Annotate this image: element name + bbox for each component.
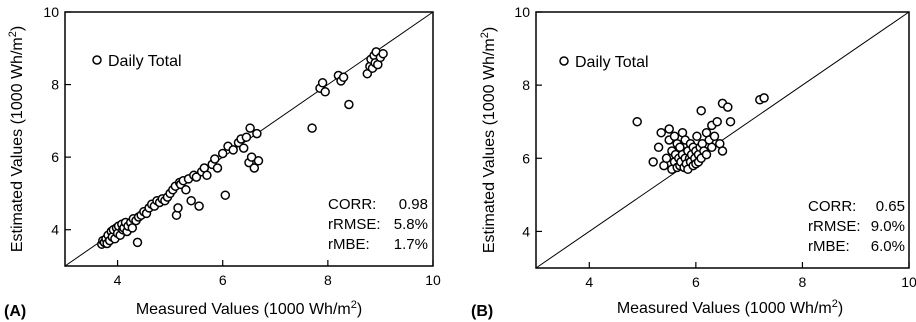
panel-b-data-point-54: [725, 116, 736, 127]
panel-b-x-tick-label-1: 6: [692, 274, 700, 290]
panel-a-stat-label-corr: CORR:: [328, 196, 376, 213]
panel-a-x-tick-label-3: 10: [425, 272, 441, 288]
panel-a-stat-value-corr: 0.98: [399, 196, 428, 213]
panel-b-data-point-36: [692, 131, 702, 142]
panel-b-data-point-0: [632, 116, 642, 127]
panel-a-x-tick-label-1: 6: [219, 272, 227, 288]
panel-a-points: [97, 47, 388, 249]
panel-b-data-point-57: [759, 93, 769, 103]
panel-a-data-point-72: [307, 123, 317, 133]
panel-a-data-point-54: [202, 170, 212, 181]
panel-b-data-point-49: [709, 131, 720, 142]
panel-a-data-point-65: [241, 132, 252, 142]
panel-a-y-tick-label-2: 8: [51, 77, 59, 93]
panel-b-x-tick-label-3: 10: [901, 274, 916, 290]
panel-a-data-point-70: [252, 128, 262, 139]
panel-b-data-point-2: [653, 142, 664, 153]
panel-b-data-point-5: [661, 153, 672, 164]
panel-b: 4 6 8 10 4 6 8 10 Daily Total CORR: 0.65 rRMSE:…: [471, 4, 916, 320]
panel-a-y-tick-label-0: 4: [51, 222, 59, 238]
panel-a-y-tick-label-1: 6: [51, 149, 59, 165]
panel-a-data-point-56: [210, 154, 220, 164]
panel-b-stat-value-rrmse: 9.0%: [871, 218, 905, 235]
panel-a-data-point-78: [338, 72, 349, 83]
panel-a-data-point-59: [220, 190, 231, 200]
panel-b-stat-label-rrmse: rRMSE:: [808, 218, 861, 235]
panel-b-legend-marker: [559, 56, 569, 66]
panel-a-stat-label-rmbe: rMBE:: [328, 236, 370, 253]
panel-b-x-axis-label: Measured Values (1000 Wh/m2): [617, 298, 843, 317]
panel-b-x-tick-label-0: 4: [585, 274, 593, 290]
panel-a-data-point-22: [127, 223, 138, 233]
panel-a-x-axis-label: Measured Values (1000 Wh/m2): [136, 299, 362, 318]
panel-b-y-tick-label-2: 8: [522, 77, 530, 93]
panel-b-data-point-3: [656, 127, 666, 138]
panel-a-x-tick-label-2: 8: [324, 272, 332, 288]
panel-a-stat-value-rrmse: 5.8%: [394, 216, 428, 233]
panel-b-y-tick-label-0: 4: [522, 223, 530, 239]
panel-a-data-point-67: [245, 123, 255, 133]
panel-b-stat-label-corr: CORR:: [808, 198, 856, 215]
panel-b-stat-value-corr: 0.65: [876, 198, 905, 215]
panel-a-data-point-61: [228, 145, 238, 155]
panel-a-data-point-42: [173, 203, 183, 213]
panel-b-plot-frame: [535, 11, 910, 269]
panel-a-data-point-57: [212, 163, 223, 173]
panel-a-data-point-69: [249, 163, 260, 173]
panel-b-legend-label: Daily Total: [575, 54, 649, 71]
panel-a: 4 6 8 10 4 6 8 10 Daily Total CORR: 0.98 rRMSE:…: [4, 4, 441, 320]
panel-b-label: (B): [471, 303, 493, 320]
panel-a-data-point-51: [194, 201, 204, 211]
panel-b-points: [632, 93, 769, 175]
panel-b-data-point-1: [648, 157, 658, 167]
panel-a-x-tick-label-0: 4: [114, 272, 122, 288]
panel-a-data-point-75: [320, 87, 330, 97]
panel-a-data-point-89: [378, 48, 388, 59]
panel-b-data-point-47: [707, 142, 717, 153]
panel-b-data-point-45: [701, 149, 712, 160]
panel-a-data-point-48: [186, 195, 196, 206]
panel-b-stat-label-rmbe: rMBE:: [808, 238, 850, 255]
panel-a-legend-label: Daily Total: [108, 53, 182, 70]
panel-b-y-axis-label: Estimated Values (1000 Wh/m2): [479, 27, 498, 253]
panel-a-data-point-46: [181, 185, 191, 195]
panel-b-x-tick-label-2: 8: [799, 274, 807, 290]
panel-b-data-point-50: [712, 116, 722, 127]
panel-a-y-tick-label-3: 10: [43, 4, 59, 20]
panel-a-y-axis-label: Estimated Values (1000 Wh/m2): [7, 26, 26, 252]
panel-b-stat-value-rmbe: 6.0%: [871, 238, 905, 255]
panel-b-data-point-41: [696, 105, 706, 116]
panel-a-data-point-79: [344, 99, 354, 110]
panel-a-data-point-74: [317, 78, 328, 88]
panel-a-stat-value-rmbe: 1.7%: [394, 236, 428, 253]
panel-a-plot-frame: [64, 11, 434, 267]
panel-a-stat-label-rrmse: rRMSE:: [328, 216, 381, 233]
panel-b-y-tick-label-3: 10: [514, 4, 530, 20]
panel-a-data-point-64: [238, 143, 249, 153]
panel-b-data-point-55: [717, 146, 728, 156]
panel-a-legend-marker: [92, 55, 102, 65]
panel-a-data-point-58: [217, 148, 228, 159]
panel-a-label: (A): [4, 303, 26, 320]
panel-b-y-tick-label-1: 6: [522, 150, 530, 166]
panel-b-data-point-53: [723, 102, 733, 112]
panel-b-data-point-7: [664, 124, 674, 134]
panel-a-data-point-71: [253, 156, 264, 166]
panel-a-data-point-25: [132, 237, 143, 248]
